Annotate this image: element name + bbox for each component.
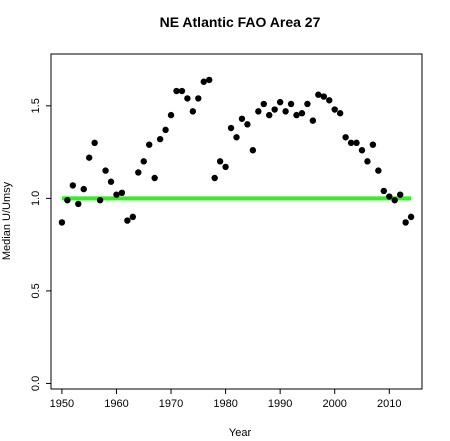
data-point bbox=[407, 213, 415, 221]
data-point bbox=[124, 217, 131, 224]
data-point bbox=[162, 126, 169, 134]
data-point bbox=[113, 191, 120, 198]
x-tick-label: 2010 bbox=[377, 398, 401, 410]
data-point bbox=[386, 193, 393, 200]
data-point bbox=[173, 87, 180, 95]
data-point bbox=[216, 158, 224, 165]
data-point bbox=[200, 78, 207, 85]
data-point bbox=[146, 141, 153, 148]
data-point bbox=[342, 134, 349, 141]
data-point bbox=[255, 108, 262, 115]
data-point bbox=[91, 139, 98, 147]
x-tick-label: 2000 bbox=[322, 398, 346, 410]
data-point bbox=[369, 141, 377, 148]
data-point bbox=[375, 167, 382, 174]
y-axis-label: Median U/Umsy bbox=[1, 181, 13, 260]
data-point bbox=[336, 110, 344, 117]
data-point bbox=[178, 87, 186, 95]
data-point bbox=[156, 135, 164, 143]
data-point bbox=[211, 174, 218, 182]
data-point bbox=[58, 219, 66, 226]
data-point bbox=[118, 189, 126, 197]
x-tick-label: 1980 bbox=[213, 398, 237, 410]
data-point bbox=[222, 163, 229, 171]
data-point bbox=[140, 158, 147, 165]
x-tick-label: 1960 bbox=[104, 398, 128, 410]
data-point bbox=[364, 158, 371, 165]
data-point bbox=[135, 169, 142, 176]
data-point bbox=[96, 197, 104, 204]
data-point bbox=[320, 93, 327, 100]
data-point bbox=[189, 108, 197, 115]
x-tick-label: 1990 bbox=[268, 398, 292, 410]
data-point bbox=[167, 111, 175, 119]
data-point bbox=[358, 147, 366, 154]
data-point bbox=[353, 139, 360, 147]
data-point bbox=[64, 197, 71, 204]
data-point bbox=[298, 110, 306, 117]
data-point bbox=[107, 178, 115, 185]
data-point bbox=[282, 108, 289, 115]
data-point bbox=[380, 187, 388, 195]
data-point bbox=[249, 147, 257, 154]
data-point bbox=[75, 200, 82, 208]
data-point bbox=[326, 97, 333, 104]
y-tick-label: 0.0 bbox=[30, 376, 42, 391]
data-point bbox=[402, 219, 409, 226]
x-axis: 1950 1960 1970 1980 1990 2000 2010 bbox=[50, 389, 402, 410]
data-point bbox=[266, 111, 273, 119]
y-tick-label: 0.5 bbox=[30, 283, 42, 298]
y-tick-label: 1.0 bbox=[30, 191, 42, 206]
x-tick-label: 1950 bbox=[50, 398, 74, 410]
data-point bbox=[238, 115, 246, 122]
data-point bbox=[309, 117, 317, 124]
scatter-points bbox=[58, 76, 415, 226]
data-point bbox=[184, 95, 191, 102]
data-point bbox=[347, 139, 355, 147]
x-axis-label: Year bbox=[229, 427, 252, 439]
data-point bbox=[331, 106, 338, 113]
y-axis: 0.0 0.5 1.0 1.5 bbox=[30, 98, 51, 391]
data-point bbox=[391, 197, 398, 204]
data-point bbox=[293, 111, 300, 119]
data-point bbox=[271, 106, 278, 113]
data-point bbox=[129, 213, 137, 221]
data-point bbox=[244, 121, 251, 128]
data-point bbox=[80, 185, 87, 193]
data-point bbox=[276, 98, 284, 106]
x-tick-label: 1970 bbox=[159, 398, 183, 410]
plot-frame bbox=[50, 53, 423, 390]
data-point bbox=[206, 76, 213, 84]
data-point bbox=[287, 100, 295, 108]
data-point bbox=[69, 182, 77, 189]
data-point bbox=[85, 154, 93, 161]
data-point bbox=[315, 91, 322, 98]
y-tick-label: 1.5 bbox=[30, 98, 42, 113]
data-point bbox=[227, 124, 235, 132]
data-point bbox=[195, 95, 202, 102]
data-point bbox=[304, 100, 311, 108]
data-point bbox=[151, 174, 158, 182]
chart-title: NE Atlantic FAO Area 27 bbox=[160, 14, 321, 30]
data-point bbox=[102, 167, 109, 174]
data-point bbox=[396, 191, 404, 198]
data-point bbox=[260, 100, 267, 108]
data-point bbox=[233, 134, 240, 141]
